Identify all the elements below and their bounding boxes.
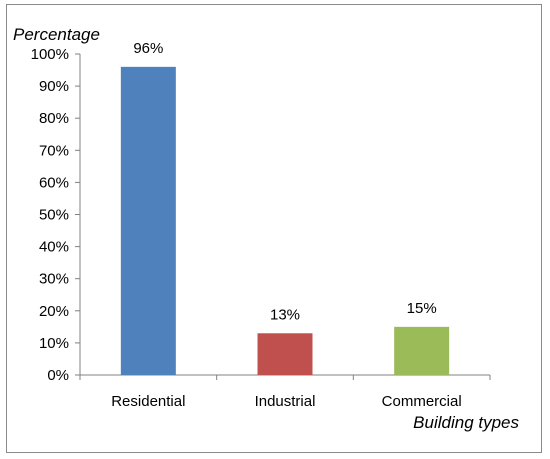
y-tick-label: 80%	[39, 110, 69, 127]
y-axis-title: Percentage	[13, 25, 100, 44]
chart-frame	[6, 4, 542, 453]
y-tick-label: 60%	[39, 174, 69, 191]
y-tick-label: 50%	[39, 207, 69, 224]
y-tick-label: 0%	[47, 367, 69, 384]
value-label: 13%	[270, 306, 300, 323]
value-label: 15%	[407, 300, 437, 317]
category-label: Residential	[111, 393, 185, 410]
x-ticks	[79, 375, 491, 380]
y-tick-label: 10%	[39, 335, 69, 352]
y-tick-label: 30%	[39, 271, 69, 288]
category-label: Industrial	[255, 393, 316, 410]
bars	[120, 66, 450, 375]
y-tick-label: 70%	[39, 142, 69, 159]
x-axis-title: Building types	[413, 413, 519, 432]
bar-industrial	[257, 333, 313, 375]
y-ticks: 0% 10% 20% 30% 40% 50% 60% 70% 80% 90% 100%	[31, 46, 80, 384]
y-tick-label: 90%	[39, 78, 69, 95]
y-tick-label: 100%	[31, 46, 69, 63]
value-label: 96%	[133, 40, 163, 57]
category-labels: Residential Industrial Commercial	[111, 393, 461, 410]
y-tick-label: 20%	[39, 303, 69, 320]
bar-commercial	[394, 326, 450, 375]
category-label: Commercial	[382, 393, 462, 410]
y-tick-label: 40%	[39, 239, 69, 256]
value-labels: 96% 13% 15%	[133, 40, 436, 323]
bar-residential	[120, 66, 176, 375]
